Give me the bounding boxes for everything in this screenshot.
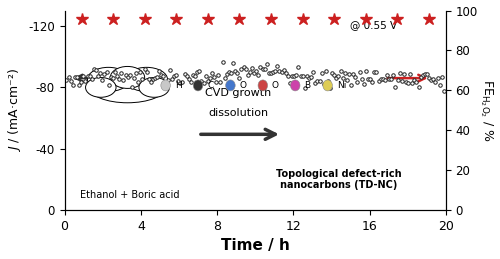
Y-axis label: FE$_{\mathregular{H_2O_2}}$ / %: FE$_{\mathregular{H_2O_2}}$ / % (478, 79, 494, 142)
Text: O: O (272, 81, 279, 90)
Y-axis label: $J$ / (mA·cm⁻²): $J$ / (mA·cm⁻²) (6, 68, 22, 152)
Ellipse shape (86, 77, 116, 97)
Ellipse shape (290, 80, 300, 91)
Ellipse shape (139, 77, 170, 97)
Text: Ni: Ni (337, 81, 346, 90)
Text: O: O (240, 81, 246, 90)
Text: H: H (175, 81, 182, 90)
Text: dissolution: dissolution (208, 108, 268, 118)
Text: @ 0.55 V: @ 0.55 V (350, 20, 398, 31)
Ellipse shape (126, 67, 168, 91)
Text: Ethanol + Boric acid: Ethanol + Boric acid (80, 190, 180, 200)
Ellipse shape (161, 80, 170, 91)
Text: C: C (207, 81, 214, 90)
Text: Topological defect-rich
nanocarbons (TD-NC): Topological defect-rich nanocarbons (TD-… (276, 169, 402, 190)
Ellipse shape (110, 67, 144, 88)
Ellipse shape (226, 80, 235, 91)
Ellipse shape (323, 80, 332, 91)
Ellipse shape (258, 80, 268, 91)
Ellipse shape (193, 80, 203, 91)
Ellipse shape (90, 72, 166, 103)
Text: B: B (304, 81, 310, 90)
Text: CVD growth: CVD growth (205, 88, 271, 98)
X-axis label: Time / h: Time / h (221, 239, 290, 254)
Ellipse shape (88, 67, 130, 91)
